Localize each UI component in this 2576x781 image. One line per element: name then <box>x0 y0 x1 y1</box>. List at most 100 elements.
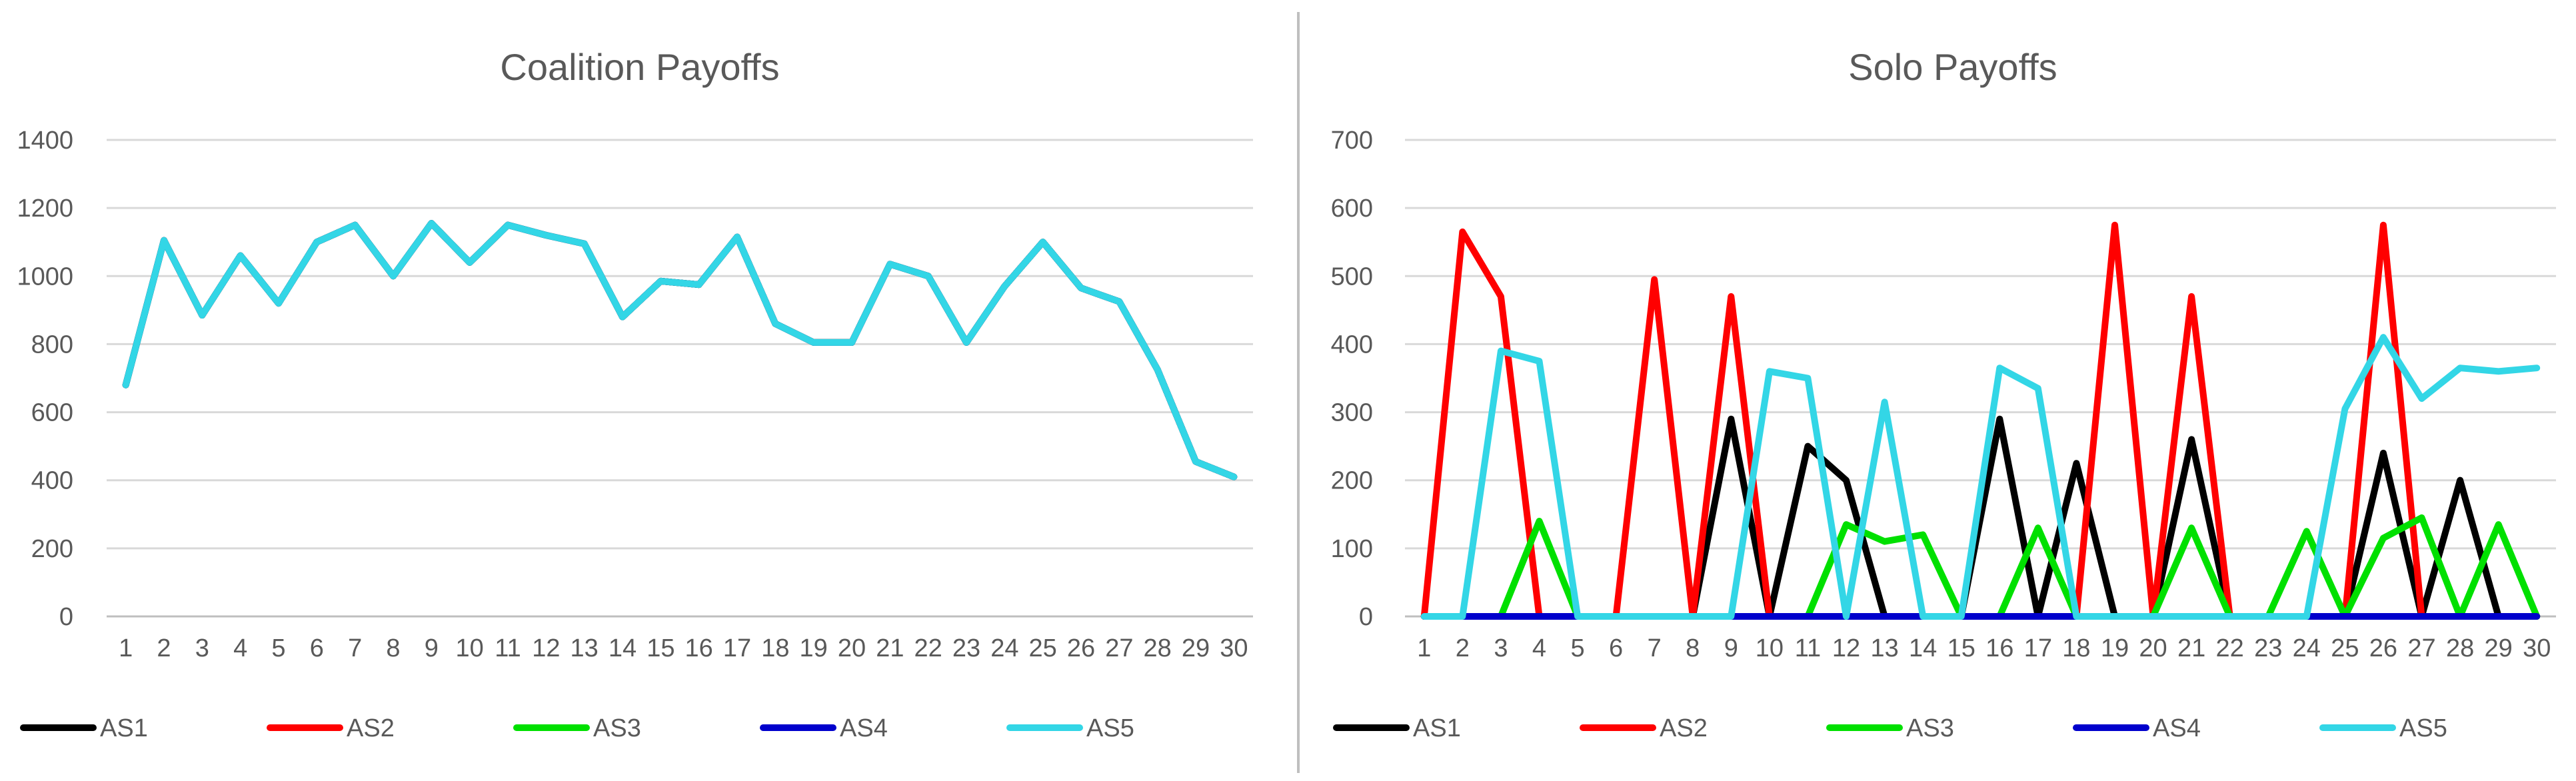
legend-item-as4: AS4 <box>2073 714 2201 742</box>
y-tick-label: 800 <box>31 331 73 359</box>
series-line-as1 <box>1420 415 2541 620</box>
data-point <box>393 275 394 277</box>
x-tick-label: 13 <box>571 634 599 662</box>
data-point <box>507 225 509 226</box>
data-point <box>2421 398 2423 399</box>
y-tick-label: 1200 <box>17 195 73 223</box>
data-point <box>2191 296 2192 297</box>
x-tick-label: 13 <box>1870 634 1898 662</box>
x-tick-label: 8 <box>386 634 400 662</box>
x-tick-label: 4 <box>233 634 247 662</box>
data-point <box>1654 616 1655 617</box>
y-tick-label: 600 <box>1331 195 1373 223</box>
data-point <box>1769 371 1770 372</box>
data-point <box>201 315 203 316</box>
x-tick-label: 11 <box>1795 634 1821 662</box>
data-point <box>1922 616 1924 617</box>
x-tick-label: 8 <box>1686 634 1700 662</box>
legend-item-as5: AS5 <box>1006 714 1134 742</box>
data-point <box>584 243 585 245</box>
x-tick-label: 28 <box>2446 634 2474 662</box>
series-line-as2 <box>122 220 1238 480</box>
data-point <box>813 342 814 343</box>
x-tick-label: 27 <box>1105 634 1133 662</box>
data-point <box>2536 367 2537 369</box>
x-tick-label: 14 <box>1909 634 1937 662</box>
data-point <box>1538 520 1540 522</box>
data-point <box>1616 616 1617 617</box>
x-tick-label: 7 <box>348 634 362 662</box>
data-point <box>2306 530 2307 532</box>
data-point <box>2153 616 2154 617</box>
legend-label: AS2 <box>1660 714 1708 742</box>
data-point <box>1538 361 1540 362</box>
data-point <box>2114 225 2115 226</box>
legend-label: AS1 <box>100 714 148 742</box>
legend-item-as5: AS5 <box>2319 714 2447 742</box>
x-tick-label: 25 <box>2331 634 2359 662</box>
data-point <box>1999 367 2000 369</box>
data-point <box>2498 371 2499 372</box>
series-as3 <box>122 220 1238 480</box>
x-tick-label: 21 <box>2177 634 2205 662</box>
series-line-as1 <box>122 220 1238 480</box>
data-point <box>1462 231 1463 233</box>
data-point <box>278 303 279 304</box>
series-as2 <box>122 220 1238 480</box>
data-point <box>1195 461 1196 462</box>
x-tick-label: 29 <box>1182 634 1210 662</box>
series-as4 <box>122 220 1238 480</box>
legend-item-as3: AS3 <box>513 714 641 742</box>
data-point <box>2037 388 2039 389</box>
data-point <box>1500 351 1502 352</box>
data-point <box>622 317 623 318</box>
data-point <box>2498 524 2499 525</box>
x-tick-label: 29 <box>2485 634 2513 662</box>
data-point <box>851 342 852 343</box>
data-point <box>1042 241 1044 243</box>
x-tick-label: 14 <box>609 634 637 662</box>
data-point <box>2114 616 2115 617</box>
data-point <box>1500 616 1502 617</box>
series-line-as5 <box>122 220 1238 480</box>
y-tick-label: 0 <box>59 603 73 631</box>
series-as5 <box>122 220 1238 480</box>
data-point <box>2498 616 2499 617</box>
data-point <box>355 225 356 226</box>
data-point <box>2191 616 2192 617</box>
data-point <box>2421 517 2423 518</box>
data-point <box>660 281 661 282</box>
legend-item-as2: AS2 <box>267 714 395 742</box>
data-point <box>431 223 432 224</box>
data-point <box>1424 616 1425 617</box>
legend-label: AS2 <box>347 714 395 742</box>
x-tick-label: 21 <box>876 634 904 662</box>
y-tick-label: 500 <box>1331 263 1373 291</box>
data-point <box>2459 367 2461 369</box>
data-point <box>240 255 241 257</box>
y-tick-label: 700 <box>1331 127 1373 155</box>
data-point <box>774 323 776 325</box>
data-point <box>1884 401 1886 402</box>
x-tick-label: 18 <box>761 634 789 662</box>
x-tick-label: 5 <box>271 634 285 662</box>
data-point <box>698 284 700 285</box>
data-point <box>2191 527 2192 528</box>
x-tick-label: 20 <box>2139 634 2167 662</box>
data-point <box>2459 616 2461 617</box>
chart-title: Solo Payoffs <box>1848 46 2057 88</box>
data-point <box>2383 225 2384 226</box>
data-point <box>1730 296 1732 297</box>
x-tick-label: 17 <box>2024 634 2052 662</box>
data-point <box>469 262 471 263</box>
x-tick-label: 5 <box>1570 634 1584 662</box>
data-point <box>1157 369 1158 371</box>
data-point <box>1654 279 1655 280</box>
x-tick-label: 6 <box>1609 634 1623 662</box>
data-point <box>1538 616 1540 617</box>
x-tick-label: 9 <box>425 634 439 662</box>
x-tick-label: 9 <box>1724 634 1738 662</box>
data-point <box>1846 616 1847 617</box>
x-tick-label: 27 <box>2407 634 2435 662</box>
